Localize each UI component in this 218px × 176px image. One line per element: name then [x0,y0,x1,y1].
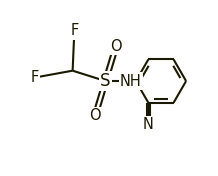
Text: F: F [30,70,39,85]
Text: F: F [70,23,78,38]
Text: N: N [143,117,154,132]
Text: S: S [100,72,111,90]
Text: O: O [110,39,122,54]
Text: O: O [89,108,101,123]
Text: NH: NH [120,74,141,89]
Text: NH: NH [120,74,141,89]
